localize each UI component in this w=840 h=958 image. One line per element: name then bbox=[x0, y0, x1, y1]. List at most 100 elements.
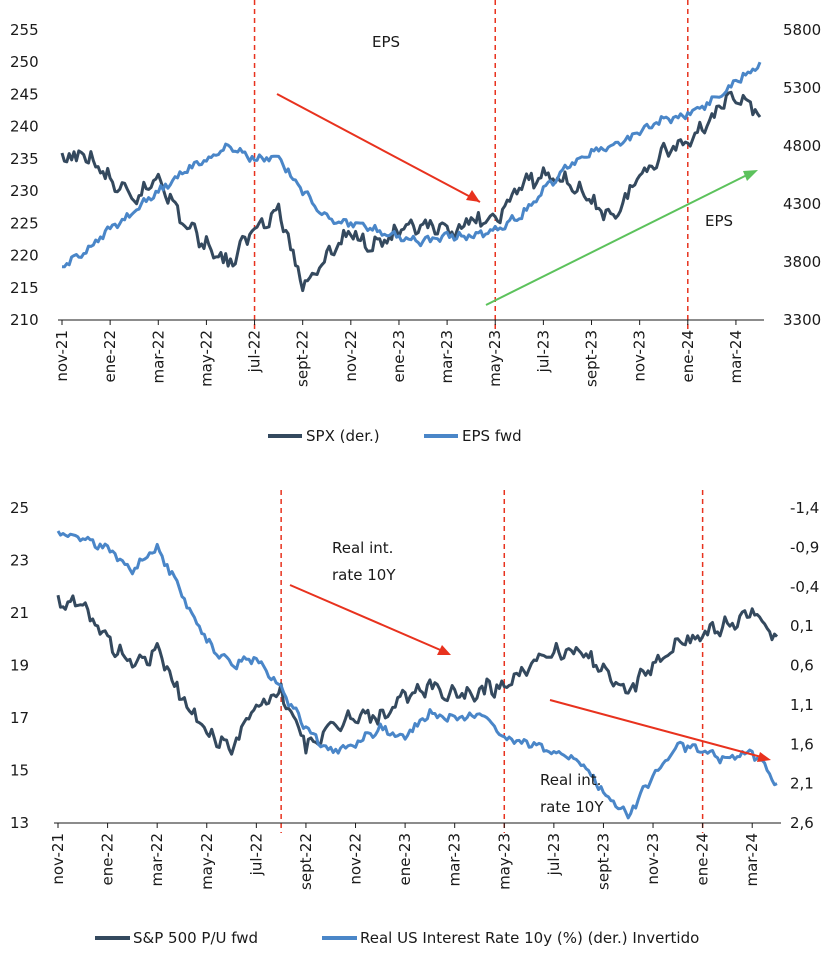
chart-2-annotation-top: Real int. rate 10Y bbox=[332, 539, 398, 584]
y-left-tick-label: 225 bbox=[10, 214, 39, 232]
y-right-tick-label: 4800 bbox=[783, 137, 821, 155]
chart-1-red-arrow bbox=[276, 93, 481, 203]
chart-2-annotation-top-line1: Real int. bbox=[332, 539, 393, 557]
y-right-tick-label: -0,4 bbox=[790, 578, 819, 596]
y-left-tick-label: 15 bbox=[10, 762, 29, 780]
x-tick-label: ene-23 bbox=[396, 833, 414, 885]
x-tick-label: nov-22 bbox=[342, 330, 360, 382]
y-left-tick-label: 21 bbox=[10, 604, 29, 622]
y-right-tick-label: 3800 bbox=[783, 253, 821, 271]
y-left-tick-label: 235 bbox=[10, 150, 39, 168]
x-tick-label: ene-24 bbox=[679, 330, 697, 382]
y-left-tick-label: 245 bbox=[10, 85, 39, 103]
chart-2-annotation-top-line2: rate 10Y bbox=[332, 566, 396, 584]
y-left-tick-label: 255 bbox=[10, 21, 39, 39]
y-left-tick-label: 220 bbox=[10, 247, 39, 265]
chart-1-series bbox=[60, 61, 762, 293]
y-right-tick-label: -0,9 bbox=[790, 538, 819, 556]
series-line bbox=[61, 61, 762, 269]
x-tick-label: nov-22 bbox=[347, 833, 365, 885]
x-tick-label: mar-22 bbox=[149, 330, 167, 384]
x-tick-label: nov-23 bbox=[644, 833, 662, 885]
series-line bbox=[60, 90, 762, 293]
legend-label-eps: EPS fwd bbox=[462, 427, 522, 445]
y-right-tick-label: 2,1 bbox=[790, 775, 814, 793]
y-right-tick-label: 5300 bbox=[783, 79, 821, 97]
x-tick-label: may-23 bbox=[495, 833, 513, 890]
chart-2-vertical-markers bbox=[280, 490, 704, 833]
y-right-tick-label: 3300 bbox=[783, 311, 821, 329]
legend-label-pe: S&P 500 P/U fwd bbox=[133, 929, 258, 947]
y-left-tick-label: 250 bbox=[10, 53, 39, 71]
chart-2-red-arrow-1-head bbox=[437, 645, 451, 655]
chart-2-legend: S&P 500 P/U fwd Real US Interest Rate 10… bbox=[95, 929, 699, 947]
y-left-tick-label: 230 bbox=[10, 182, 39, 200]
y-left-tick-label: 25 bbox=[10, 499, 29, 517]
x-tick-label: sept-22 bbox=[294, 330, 312, 387]
chart-2-red-arrow-2 bbox=[549, 699, 766, 759]
x-tick-label: nov-23 bbox=[631, 330, 649, 382]
chart-1-annotation-eps-right: EPS bbox=[705, 212, 733, 230]
series-line bbox=[56, 594, 779, 756]
legend-label-real-rate: Real US Interest Rate 10y (%) (der.) Inv… bbox=[360, 929, 699, 947]
x-tick-label: mar-24 bbox=[743, 833, 761, 887]
x-tick-label: nov-21 bbox=[49, 833, 67, 885]
chart-1-annotation-eps-top: EPS bbox=[372, 33, 400, 51]
y-left-tick-label: 13 bbox=[10, 814, 29, 832]
chart-1: nov-21 ene-22 mar-22 may-22 jul-22 sept-22 nov… bbox=[10, 0, 821, 445]
x-tick-label: jul-23 bbox=[534, 330, 552, 373]
x-tick-label: mar-24 bbox=[727, 330, 745, 384]
chart-2: nov-21 ene-22 mar-22 may-22 jul-22 sept-22 nov… bbox=[10, 490, 819, 947]
chart-2-x-axis: nov-21 ene-22 mar-22 may-22 jul-22 sept-22 nov… bbox=[49, 822, 781, 890]
x-tick-label: mar-22 bbox=[148, 833, 166, 887]
y-right-tick-label: 1,1 bbox=[790, 696, 814, 714]
y-left-tick-label: 23 bbox=[10, 552, 29, 570]
legend-label-spx: SPX (der.) bbox=[306, 427, 380, 445]
y-left-tick-label: 215 bbox=[10, 279, 39, 297]
y-left-tick-label: 210 bbox=[10, 311, 39, 329]
chart-2-y-axis-left: 25 23 21 19 17 15 13 bbox=[10, 499, 29, 832]
y-left-tick-label: 19 bbox=[10, 657, 29, 675]
chart-2-annotation-bottom-line2: rate 10Y bbox=[540, 798, 604, 816]
chart-1-red-arrow-head bbox=[466, 190, 480, 202]
x-tick-label: sept-22 bbox=[297, 833, 315, 890]
x-tick-label: jul-23 bbox=[545, 833, 563, 876]
x-tick-label: sept-23 bbox=[583, 330, 601, 387]
chart-1-legend: SPX (der.) EPS fwd bbox=[268, 427, 522, 445]
chart-2-y-axis-right: -1,4 -0,9 -0,4 0,1 0,6 1,1 1,6 2,1 2,6 bbox=[790, 499, 819, 832]
y-right-tick-label: 2,6 bbox=[790, 814, 814, 832]
chart-1-green-arrow-head bbox=[743, 170, 758, 181]
x-tick-label: may-22 bbox=[197, 330, 215, 387]
x-tick-label: ene-24 bbox=[694, 833, 712, 885]
x-tick-label: jul-22 bbox=[246, 330, 264, 373]
chart-1-y-axis-right: 5800 5300 4800 4300 3800 3300 bbox=[783, 21, 821, 329]
chart-1-x-axis: nov-21 ene-22 mar-22 may-22 jul-22 sept-22 nov… bbox=[53, 319, 764, 387]
x-tick-label: sept-23 bbox=[594, 833, 612, 890]
x-tick-label: jul-22 bbox=[247, 833, 265, 876]
y-right-tick-label: -1,4 bbox=[790, 499, 819, 517]
y-left-tick-label: 17 bbox=[10, 709, 29, 727]
x-tick-label: ene-23 bbox=[390, 330, 408, 382]
chart-1-y-axis-left: 255 250 245 240 235 230 225 220 215 210 bbox=[10, 21, 39, 329]
x-tick-label: mar-23 bbox=[438, 330, 456, 384]
y-right-tick-label: 5800 bbox=[783, 21, 821, 39]
chart-2-red-arrow-1 bbox=[289, 584, 446, 653]
y-right-tick-label: 0,6 bbox=[790, 657, 814, 675]
x-tick-label: may-23 bbox=[486, 330, 504, 387]
x-tick-label: ene-22 bbox=[101, 330, 119, 382]
y-right-tick-label: 0,1 bbox=[790, 617, 814, 635]
chart-2-red-arrow-2-head bbox=[757, 752, 771, 762]
chart-1-green-arrow bbox=[485, 171, 754, 306]
x-tick-label: nov-21 bbox=[53, 330, 71, 382]
chart-2-series bbox=[56, 530, 779, 820]
x-tick-label: mar-23 bbox=[446, 833, 464, 887]
y-left-tick-label: 240 bbox=[10, 118, 39, 136]
chart-1-vertical-markers bbox=[253, 0, 689, 330]
y-right-tick-label: 4300 bbox=[783, 195, 821, 213]
x-tick-label: may-22 bbox=[198, 833, 216, 890]
x-tick-label: ene-22 bbox=[99, 833, 117, 885]
chart-2-annotation-bottom-line1: Real int. bbox=[540, 771, 601, 789]
y-right-tick-label: 1,6 bbox=[790, 735, 814, 753]
series-line bbox=[56, 530, 778, 820]
